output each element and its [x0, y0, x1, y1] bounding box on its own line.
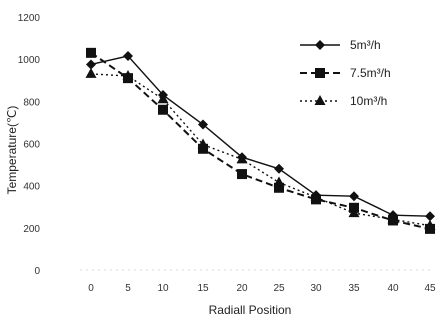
legend-item: 5m³/h — [300, 38, 381, 52]
series-line — [90, 73, 431, 227]
square-marker — [274, 182, 284, 193]
y-tick-label: 1000 — [18, 55, 41, 66]
x-tick-label: 10 — [157, 283, 169, 294]
y-tick-label: 800 — [23, 97, 40, 108]
triangle-marker — [273, 176, 285, 187]
diamond-marker — [198, 119, 208, 130]
triangle-marker — [85, 67, 97, 78]
series-line — [90, 51, 431, 230]
triangle-marker — [348, 207, 360, 218]
x-tick-label: 40 — [387, 283, 399, 294]
triangle-marker — [236, 153, 248, 164]
square-marker — [237, 169, 247, 180]
triangle-marker — [387, 213, 399, 224]
x-tick-labels: 0 5 10 15 20 25 30 35 40 45 — [88, 283, 436, 294]
square-marker — [158, 104, 168, 115]
diamond-marker — [315, 40, 325, 50]
diamond-marker — [86, 59, 96, 70]
y-tick-label: 600 — [23, 140, 40, 151]
legend-label: 7.5m³/h — [350, 66, 391, 80]
y-tick-label: 200 — [23, 224, 40, 235]
square-marker — [86, 47, 96, 58]
triangle-marker — [157, 93, 169, 104]
series-triangle — [85, 67, 436, 230]
legend-item: 7.5m³/h — [300, 66, 391, 80]
square-marker — [198, 143, 208, 154]
x-tick-label: 30 — [310, 283, 322, 294]
diamond-marker — [123, 51, 133, 62]
series-layer — [85, 47, 436, 234]
legend-label: 10m³/h — [350, 94, 387, 108]
triangle-marker — [314, 95, 326, 105]
triangle-marker — [424, 219, 436, 230]
x-tick-label: 45 — [424, 283, 436, 294]
diamond-marker — [425, 211, 435, 222]
legend-item: 10m³/h — [300, 94, 387, 108]
x-tick-label: 0 — [88, 283, 94, 294]
y-tick-labels: 0 200 400 600 800 1000 1200 — [18, 13, 41, 277]
diamond-marker — [274, 163, 284, 174]
x-tick-label: 20 — [236, 283, 248, 294]
triangle-marker — [197, 138, 209, 149]
x-tick-label: 15 — [197, 283, 209, 294]
x-tick-label: 35 — [348, 283, 360, 294]
diamond-marker — [349, 191, 359, 202]
triangle-marker — [310, 191, 322, 202]
x-tick-label: 25 — [273, 283, 285, 294]
legend: 5m³/h 7.5m³/h 10m³/h — [300, 38, 391, 108]
y-tick-label: 0 — [34, 266, 40, 277]
y-tick-label: 400 — [23, 182, 40, 193]
triangle-marker — [122, 70, 134, 81]
x-axis-title: Radiall Position — [209, 303, 292, 317]
series-line — [90, 55, 431, 217]
legend-label: 5m³/h — [350, 38, 381, 52]
y-tick-label: 1200 — [18, 13, 41, 24]
x-tick-label: 5 — [125, 283, 131, 294]
square-marker — [315, 68, 325, 78]
y-axis-title: Temperature(℃) — [5, 106, 19, 195]
